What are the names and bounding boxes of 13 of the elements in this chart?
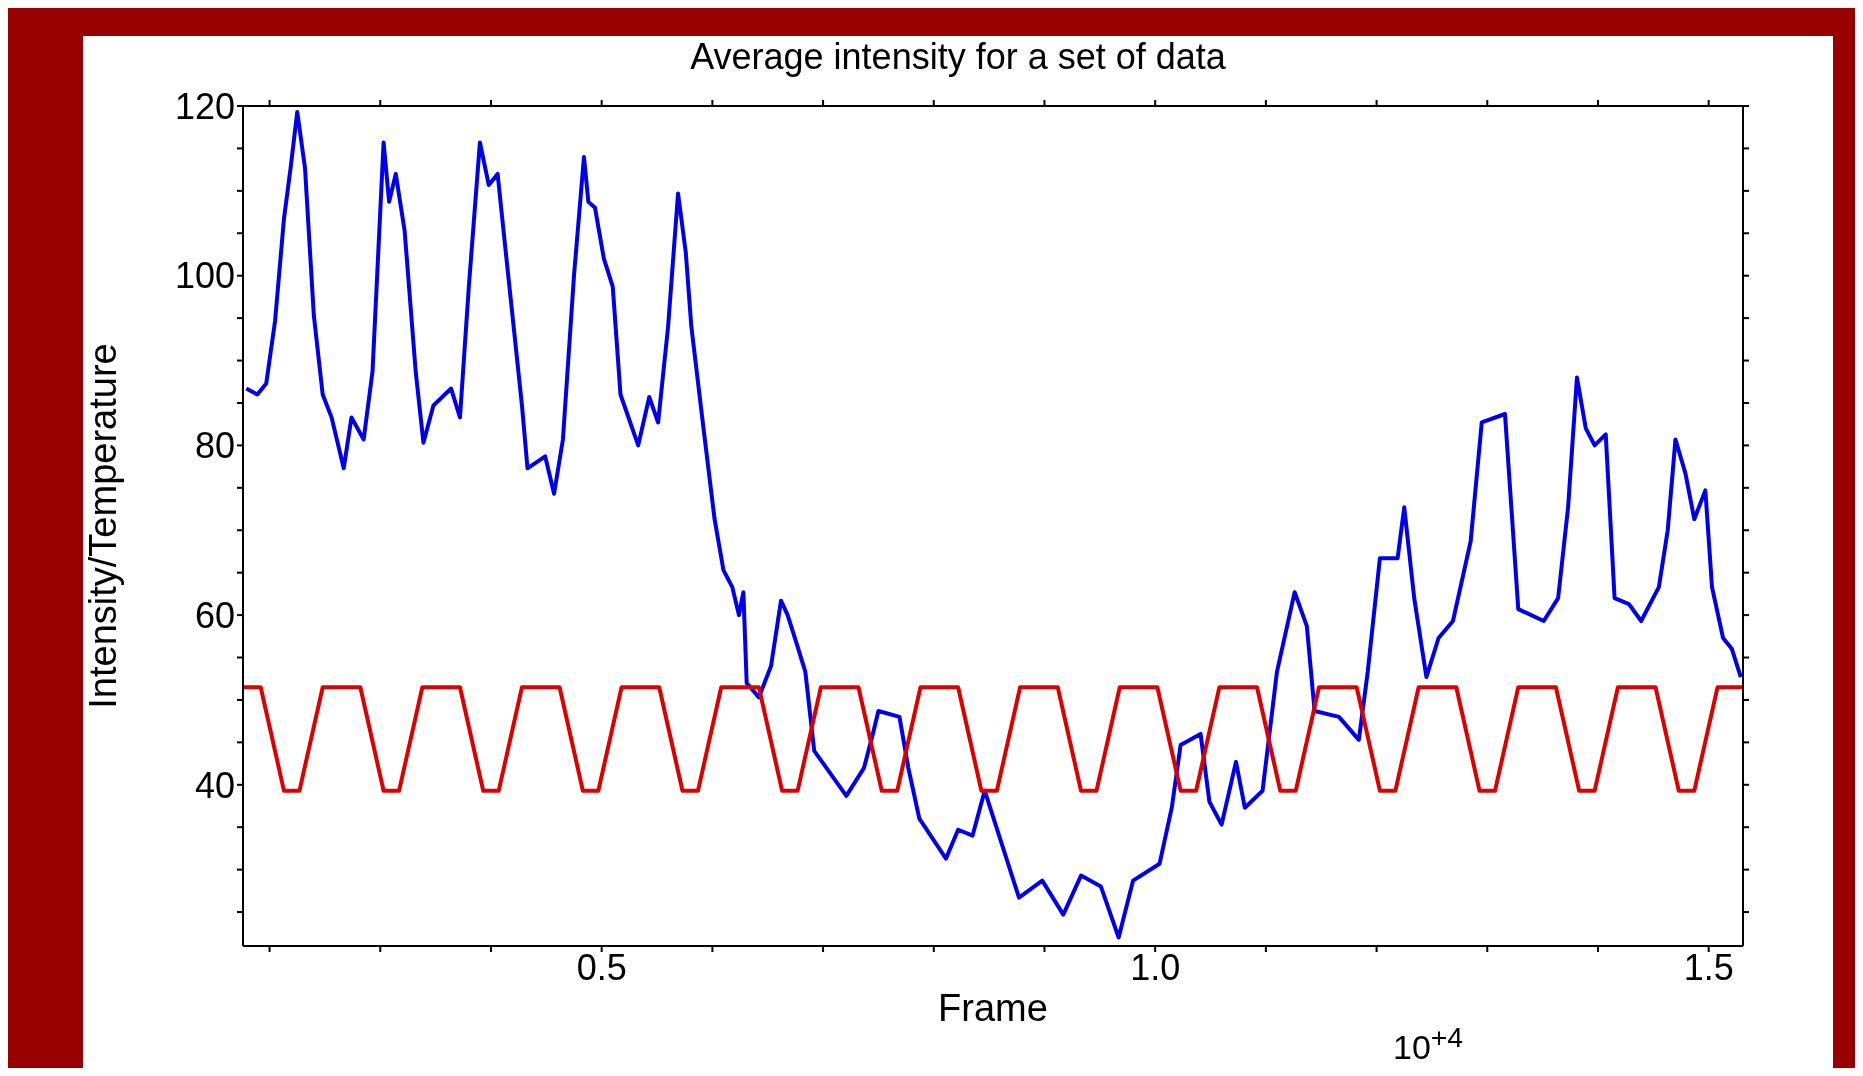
y-tick-label: 100 [174, 255, 235, 297]
x-axis-title: Frame [938, 987, 1048, 1029]
x-tick-label: 1.5 [1683, 946, 1734, 988]
x-tick-label: 0.5 [576, 946, 627, 988]
y-tick-label: 40 [194, 764, 235, 806]
y-tick-label: 60 [194, 594, 235, 636]
x-tick-label: 1.0 [1130, 946, 1181, 988]
y-axis-title: Intensity/Temperature [82, 343, 125, 709]
y-tick-label: 120 [174, 85, 235, 127]
text: 10$^{+4}$ [1393, 1021, 1464, 1068]
line-series [244, 109, 1743, 940]
y-tick-label: 80 [194, 425, 235, 467]
chart-title: Average intensity for a set of data [689, 36, 1227, 78]
